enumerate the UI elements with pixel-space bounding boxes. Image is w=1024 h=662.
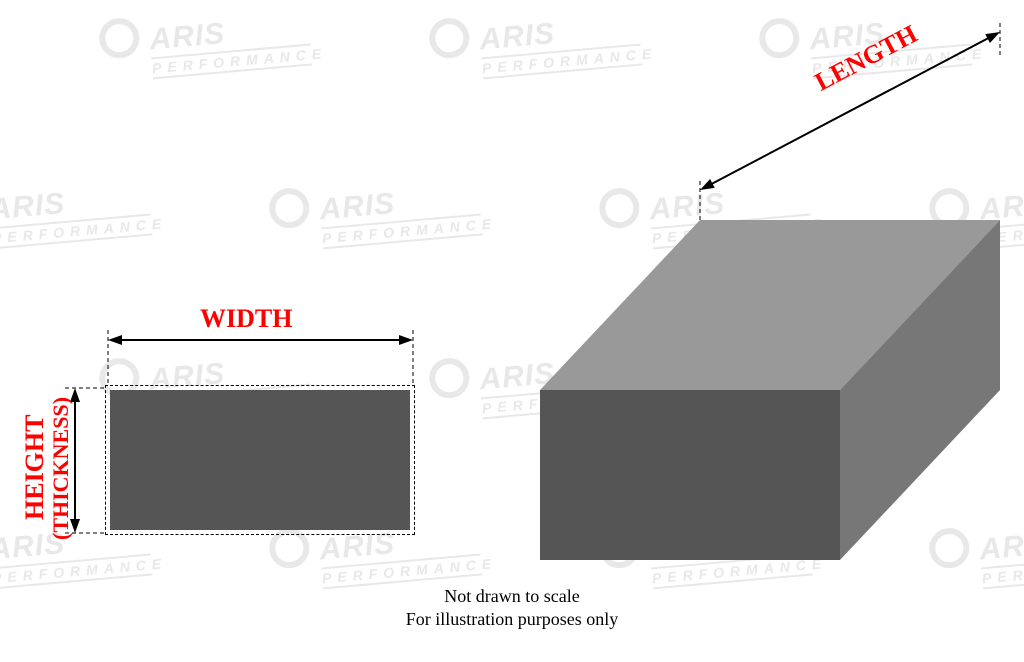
label-thickness: (THICKNESS) (48, 397, 74, 540)
caption: Not drawn to scale For illustration purp… (0, 585, 1024, 632)
label-height: HEIGHT (20, 415, 50, 520)
label-length-text: LENGTH (810, 19, 922, 97)
label-thickness-text: (THICKNESS) (48, 397, 73, 540)
caption-line-1: Not drawn to scale (0, 585, 1024, 608)
front-view-rect (110, 390, 410, 530)
caption-line-2: For illustration purposes only (0, 608, 1024, 631)
diagram-stage: ARISPERFORMANCEARISPERFORMANCEARISPERFOR… (0, 0, 1024, 662)
label-width-text: WIDTH (200, 304, 292, 333)
label-length: LENGTH (810, 19, 922, 97)
label-height-text: HEIGHT (20, 415, 49, 520)
iso-block-svg (0, 0, 1024, 662)
label-width: WIDTH (200, 304, 292, 334)
